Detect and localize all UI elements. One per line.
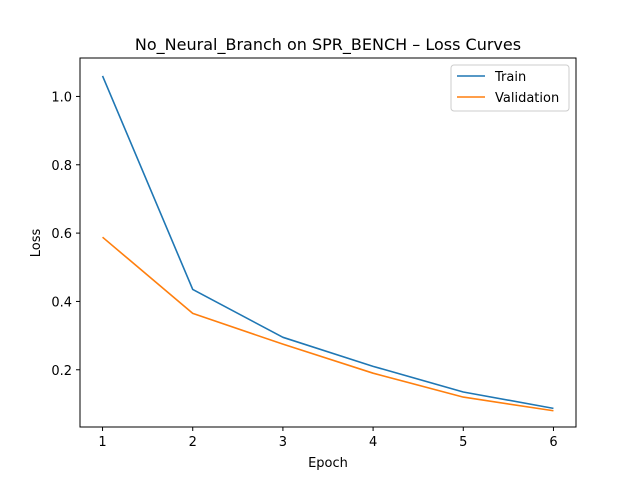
y-tick-label: 0.2 (51, 364, 72, 379)
legend-label-validation: Validation (495, 91, 559, 106)
legend: Train Validation (450, 64, 570, 112)
x-tick-label: 6 (549, 435, 557, 450)
plot-frame (79, 57, 577, 428)
y-tick-label: 0.4 (51, 295, 72, 310)
legend-label-train: Train (494, 70, 526, 85)
x-axis: 1 2 3 4 5 6 (98, 427, 558, 450)
x-tick-label: 4 (369, 435, 377, 450)
y-tick-label: 0.8 (51, 159, 72, 174)
y-axis: 0.2 0.4 0.6 0.8 1.0 (51, 90, 80, 379)
series-lines (101, 75, 554, 412)
x-tick-label: 3 (279, 435, 287, 450)
x-tick-label: 5 (459, 435, 467, 450)
y-axis-label: Loss (29, 229, 44, 258)
x-tick-label: 1 (98, 435, 106, 450)
y-tick-label: 1.0 (51, 90, 72, 105)
x-tick-label: 2 (189, 435, 197, 450)
series-line-train (101, 75, 554, 410)
series-line-validation (102, 236, 554, 412)
x-axis-label: Epoch (308, 456, 348, 471)
y-tick-label: 0.6 (51, 227, 72, 242)
chart-title: No_Neural_Branch on SPR_BENCH – Loss Cur… (135, 35, 521, 55)
